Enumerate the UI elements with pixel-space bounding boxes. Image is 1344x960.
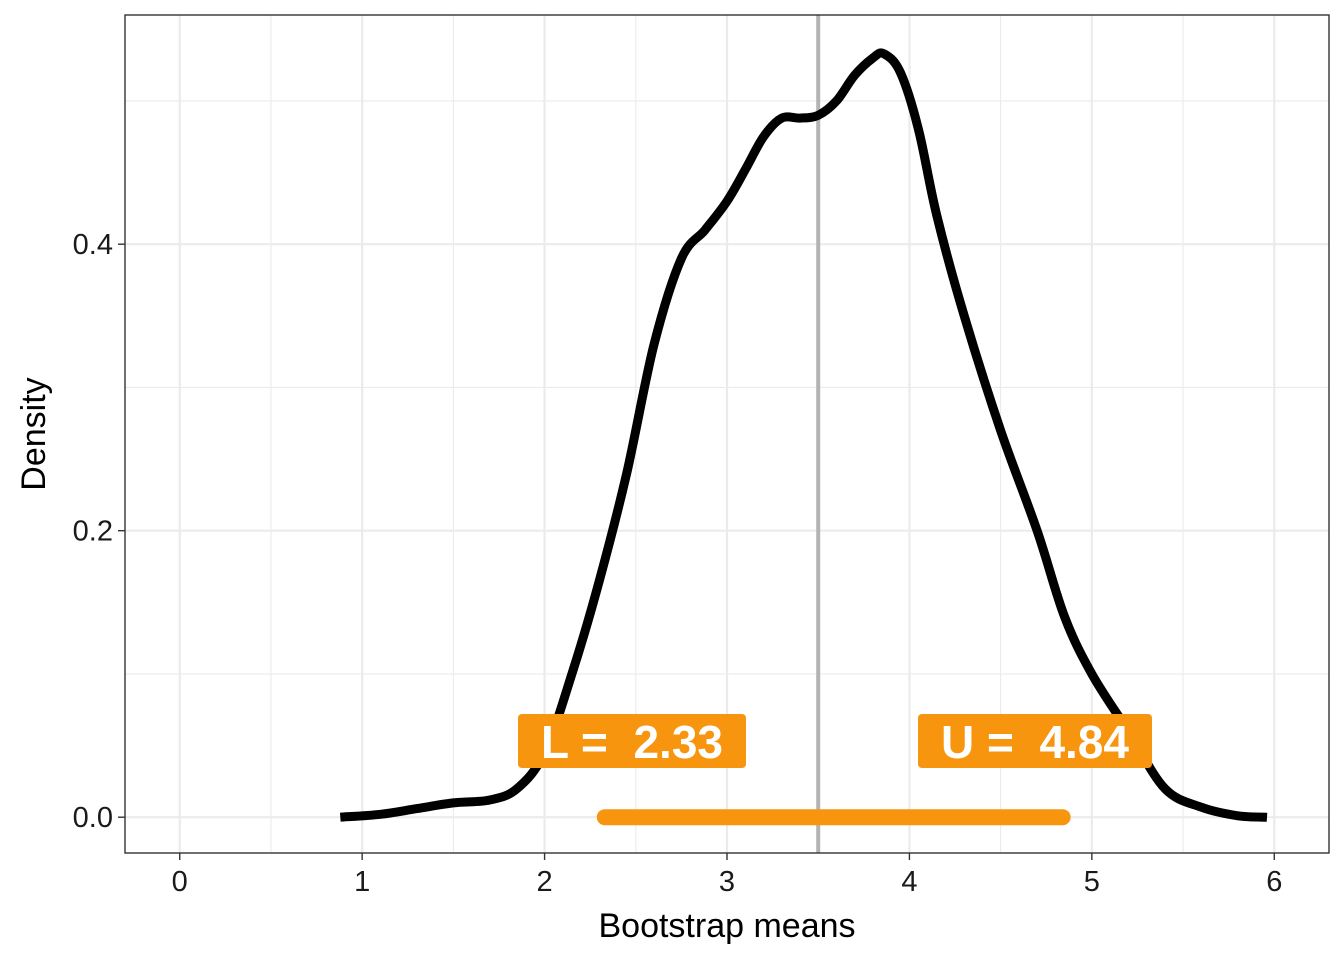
lower-bound-label-text: L = 2.33 xyxy=(541,716,723,768)
upper-bound-label: U = 4.84 xyxy=(918,714,1152,768)
x-tick-label: 3 xyxy=(719,866,735,898)
y-tick-label: 0.0 xyxy=(73,802,113,834)
upper-bound-label-text: U = 4.84 xyxy=(941,716,1129,768)
x-tick-label: 6 xyxy=(1266,866,1282,898)
x-tick-label: 1 xyxy=(354,866,370,898)
y-tick-label: 0.2 xyxy=(73,516,113,548)
x-tick-label: 2 xyxy=(537,866,553,898)
x-axis: 0 1 2 3 4 5 6 xyxy=(172,853,1282,898)
upper-bound-label-box xyxy=(918,714,1152,768)
lower-bound-label: L = 2.33 xyxy=(518,714,746,768)
x-tick-label: 5 xyxy=(1084,866,1100,898)
x-tick-label: 4 xyxy=(901,866,917,898)
y-axis-title: Density xyxy=(15,377,53,490)
x-tick-label: 0 xyxy=(172,866,188,898)
y-tick-label: 0.4 xyxy=(73,229,113,261)
x-axis-title: Bootstrap means xyxy=(598,907,855,945)
y-axis: 0.0 0.2 0.4 xyxy=(73,229,125,834)
density-curve xyxy=(339,48,1268,822)
lower-bound-label-box xyxy=(518,714,746,768)
